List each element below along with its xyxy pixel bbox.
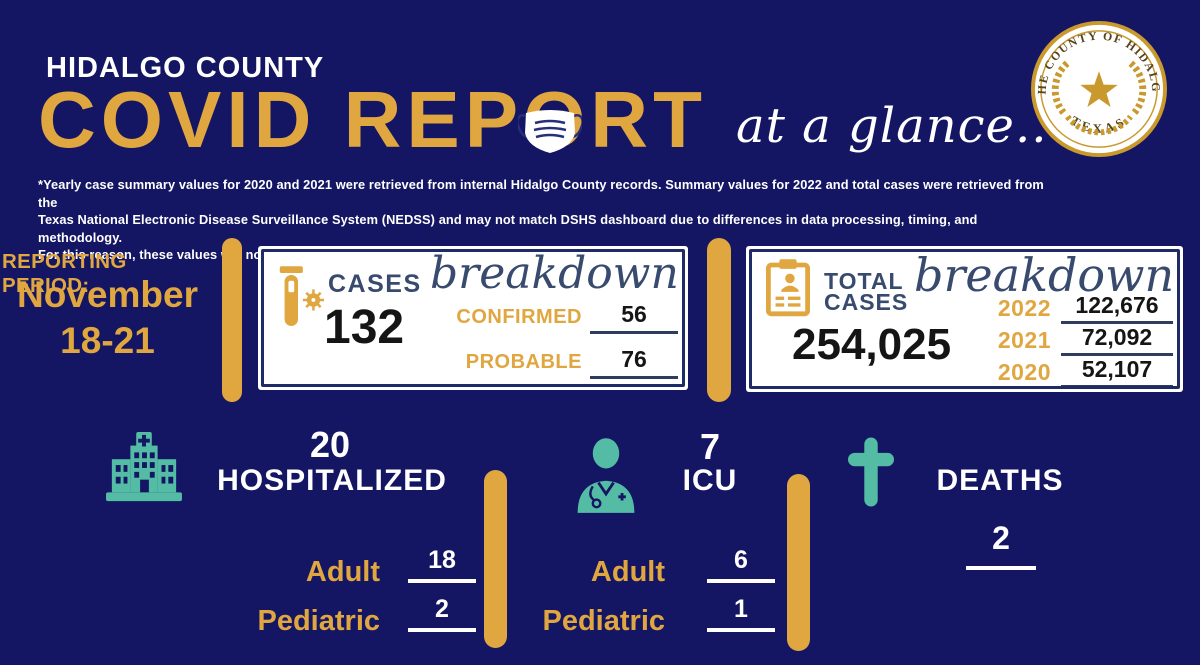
year-row-2021: 2021 72,092 bbox=[998, 324, 1173, 356]
probable-row: PROBABLE 76 bbox=[466, 346, 678, 379]
icu-adult-row: Adult 6 bbox=[520, 546, 775, 589]
probable-label: PROBABLE bbox=[465, 351, 582, 373]
disclaimer-line: Texas National Electronic Disease Survei… bbox=[38, 212, 978, 245]
hospitalized-label: HOSPITALIZED bbox=[217, 464, 447, 497]
adult-value: 18 bbox=[408, 546, 476, 583]
pediatric-label: Pediatric bbox=[257, 605, 381, 637]
year-value: 52,107 bbox=[1061, 356, 1173, 388]
memorial-cross-icon bbox=[848, 437, 894, 512]
hospital-building-icon bbox=[106, 430, 182, 509]
reporting-period-label: REPORTING PERIOD: bbox=[2, 250, 127, 297]
cases-breakdown-box: CASES breakdown 132 CONFIRMED 56 PROBABL… bbox=[258, 246, 688, 390]
total-breakdown-script: breakdown bbox=[914, 248, 1175, 302]
hospitalized-adult-row: Adult 18 bbox=[215, 546, 476, 589]
reporting-period-month: November bbox=[17, 274, 198, 315]
deaths-label: DEATHS bbox=[936, 464, 1064, 497]
county-name: HIDALGO COUNTY bbox=[46, 52, 325, 84]
divider-pill bbox=[707, 238, 731, 402]
divider-pill bbox=[222, 238, 242, 402]
adult-value: 6 bbox=[707, 546, 775, 583]
test-tube-virus-icon bbox=[274, 266, 324, 337]
year-row-2022: 2022 122,676 bbox=[998, 292, 1173, 324]
year-label: 2022 bbox=[997, 295, 1051, 321]
adult-label: Adult bbox=[305, 556, 380, 588]
year-value: 72,092 bbox=[1061, 324, 1173, 356]
cases-total-value: 132 bbox=[324, 301, 405, 354]
icu-pediatric-row: Pediatric 1 bbox=[520, 595, 775, 638]
disclaimer-line: *Yearly case summary values for 2020 and… bbox=[38, 177, 1044, 210]
icu-label: ICU bbox=[682, 464, 738, 497]
reporting-period-days: 18-21 bbox=[60, 320, 155, 361]
cases-title: CASES bbox=[328, 270, 422, 298]
divider-pill bbox=[484, 470, 507, 648]
total-cases-breakdown-box: TOTAL CASES breakdown 254,025 2022 122,6… bbox=[746, 246, 1183, 392]
page-title: COVID REPORT bbox=[38, 75, 707, 164]
total-cases-value: 254,025 bbox=[792, 320, 952, 369]
year-value: 122,676 bbox=[1061, 292, 1173, 324]
divider-pill bbox=[787, 474, 810, 651]
year-label: 2021 bbox=[997, 327, 1051, 353]
disclaimer-note: *Yearly case summary values for 2020 and… bbox=[38, 176, 1048, 264]
year-row-2020: 2020 52,107 bbox=[998, 356, 1173, 388]
total-cases-title-line1: TOTAL bbox=[824, 268, 904, 294]
confirmed-value: 56 bbox=[590, 301, 678, 334]
hidalgo-county-seal-icon: THE COUNTY OF HIDALGO TEXAS bbox=[1025, 9, 1168, 158]
total-cases-title: TOTAL CASES bbox=[824, 268, 909, 315]
year-label: 2020 bbox=[997, 359, 1051, 385]
probable-value: 76 bbox=[590, 346, 678, 379]
hospitalized-pediatric-row: Pediatric 2 bbox=[215, 595, 476, 638]
icu-count: 7 bbox=[699, 426, 721, 467]
confirmed-row: CONFIRMED 56 bbox=[456, 301, 678, 334]
total-cases-title-line2: CASES bbox=[824, 289, 909, 315]
face-mask-icon bbox=[516, 106, 584, 156]
pediatric-value: 1 bbox=[707, 595, 775, 632]
cases-breakdown-script: breakdown bbox=[430, 248, 679, 299]
doctor-icon bbox=[572, 437, 640, 520]
pediatric-label: Pediatric bbox=[542, 605, 666, 637]
pediatric-value: 2 bbox=[408, 595, 476, 632]
deaths-value: 2 bbox=[966, 520, 1036, 570]
adult-label: Adult bbox=[590, 556, 665, 588]
clipboard-cases-icon bbox=[766, 259, 810, 322]
tagline: at a glance.. bbox=[736, 98, 1048, 154]
confirmed-label: CONFIRMED bbox=[456, 306, 582, 328]
hospitalized-count: 20 bbox=[309, 424, 351, 465]
